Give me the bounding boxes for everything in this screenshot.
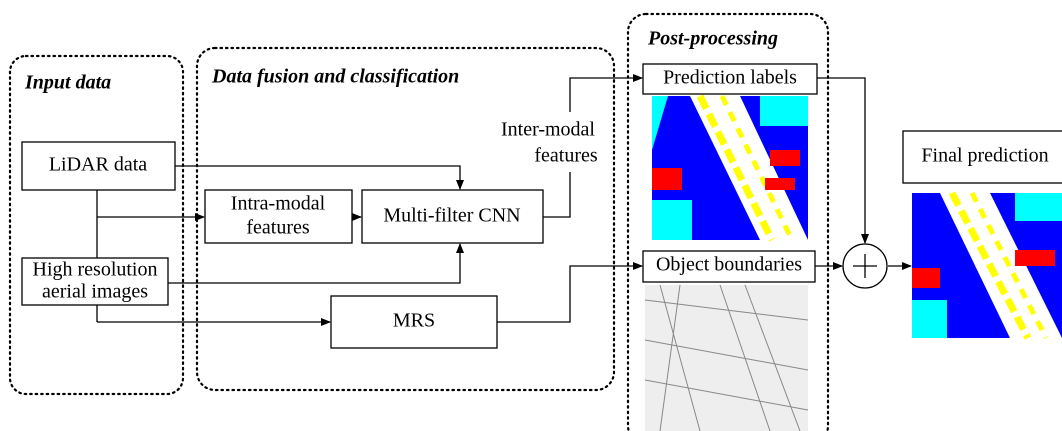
prediction-image [652, 96, 808, 240]
node-label: Final prediction [921, 145, 1048, 167]
node-label: High resolution [33, 259, 158, 281]
diagram: Input data Data fusion and classificatio… [0, 0, 1062, 431]
node-label: Intra-modal [231, 193, 326, 215]
node-label: LiDAR data [49, 154, 147, 176]
group-label: Data fusion and classification [211, 66, 459, 88]
node-label: MRS [393, 310, 435, 332]
group-label: Post-processing [647, 28, 778, 50]
node-label: features [246, 217, 310, 239]
node-label: Prediction labels [663, 67, 797, 89]
edge-label: Inter-modal [501, 119, 595, 141]
group-label: Input data [24, 72, 111, 94]
final-image [912, 193, 1062, 338]
edge-label: features [534, 145, 598, 167]
boundary-image [645, 285, 808, 431]
node-label: Object boundaries [656, 254, 802, 276]
node-label: Multi-filter CNN [383, 205, 520, 227]
node-label: aerial images [42, 281, 148, 303]
